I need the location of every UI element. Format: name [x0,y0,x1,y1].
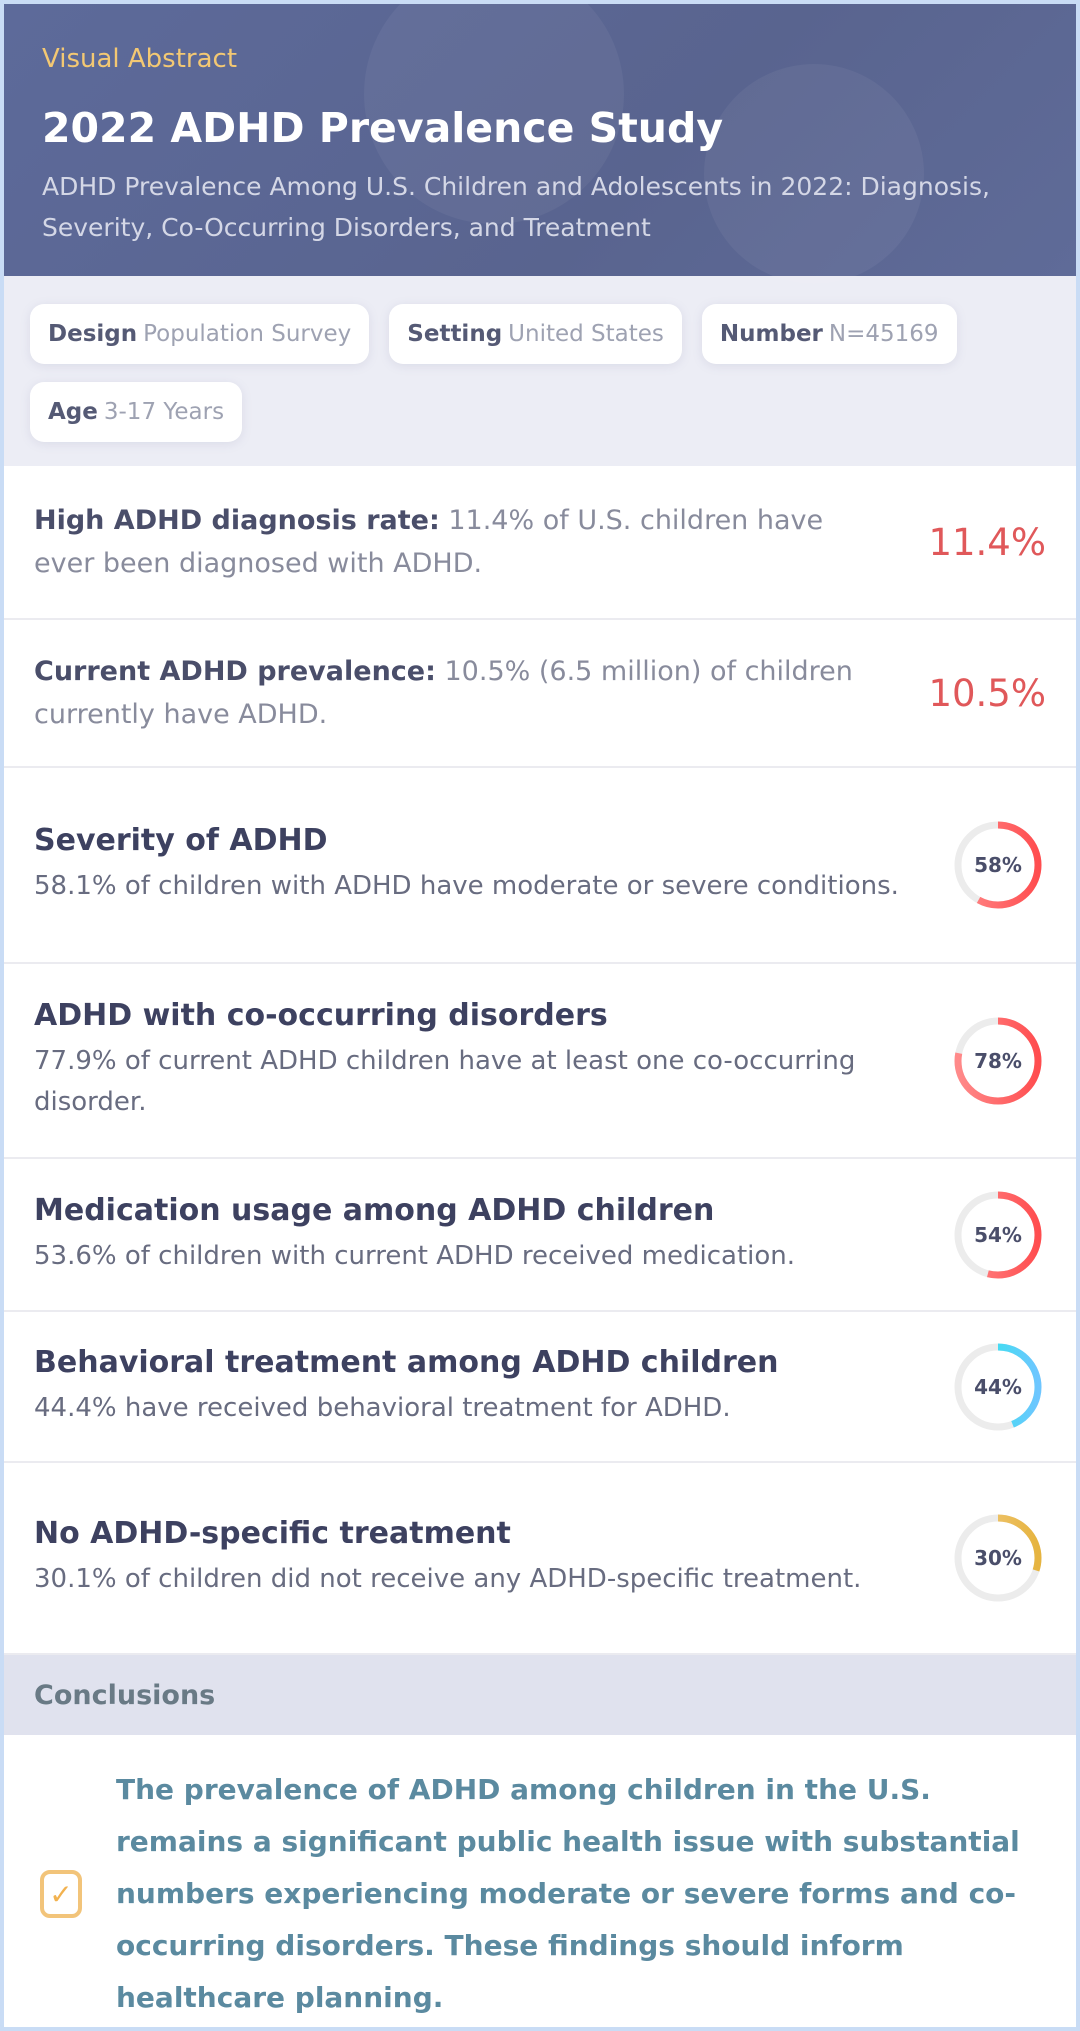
ring-label: 58% [974,853,1022,877]
ring-fill [954,1017,1042,1104]
finding-description: 77.9% of current ADHD children have at l… [34,1046,856,1117]
tag-setting: Setting United States [389,304,682,364]
study-tags: Design Population Survey Setting United St… [4,276,1076,466]
tag-label: Age [48,399,98,425]
ring-fill [954,1343,1042,1430]
stat-label: High ADHD diagnosis rate: [34,505,440,536]
stat-label: Current ADHD prevalence: [34,656,436,687]
finding-description: 58.1% of children with ADHD have moderat… [34,871,899,901]
finding-text: No ADHD-specific treatment 30.1% of chil… [34,1516,950,1600]
tag-label: Design [48,321,138,347]
finding-text: Severity of ADHD 58.1% of children with … [34,823,950,907]
finding-title: Severity of ADHD [34,823,328,858]
check-square-icon: ✓ [40,1870,82,1918]
tag-value: 3-17 Years [103,399,225,425]
finding-text: ADHD with co-occurring disorders 77.9% o… [34,998,950,1123]
tag-value: N=45169 [828,321,939,347]
finding-row: Severity of ADHD 58.1% of children with … [4,768,1076,964]
visual-abstract: Visual Abstract 2022 ADHD Prevalence Stu… [4,4,1076,2027]
finding-description: 44.4% have received behavioral treatment… [34,1392,731,1423]
finding-title: No ADHD-specific treatment [34,1516,511,1551]
stat-value: 11.4% [928,520,1046,564]
page-subtitle: ADHD Prevalence Among U.S. Children and … [42,172,990,242]
ring-label: 44% [974,1374,1022,1399]
kicker: Visual Abstract [42,44,238,74]
stat-row: High ADHD diagnosis rate: 11.4% of U.S. … [4,466,1076,620]
finding-row: ADHD with co-occurring disorders 77.9% o… [4,964,1076,1159]
progress-ring: 58% [950,817,1046,913]
header: Visual Abstract 2022 ADHD Prevalence Stu… [4,4,1076,284]
finding-row: No ADHD-specific treatment 30.1% of chil… [4,1463,1076,1655]
stat-text: Current ADHD prevalence: 10.5% (6.5 mill… [34,650,906,736]
finding-title: Behavioral treatment among ADHD children [34,1344,779,1380]
conclusions-heading: Conclusions [4,1655,1076,1735]
finding-text: Behavioral treatment among ADHD children… [34,1345,950,1429]
progress-ring: 54% [950,1187,1046,1283]
stat-row: Current ADHD prevalence: 10.5% (6.5 mill… [4,620,1076,768]
ring-fill [954,821,1042,909]
tag-number: Number N=45169 [701,304,957,364]
finding-title: ADHD with co-occurring disorders [34,998,608,1033]
page-title: 2022 ADHD Prevalence Study [42,104,724,152]
finding-row: Behavioral treatment among ADHD children… [4,1312,1076,1463]
finding-description: 30.1% of children did not receive any AD… [34,1564,862,1594]
progress-ring: 30% [950,1510,1046,1606]
conclusions-text: The prevalence of ADHD among children in… [116,1773,1020,2014]
stat-description: 10.5% (6.5 million) of children currentl… [34,656,853,730]
stat-value: 10.5% [928,671,1046,715]
ring-label: 54% [974,1222,1022,1247]
ring-fill [954,1191,1042,1278]
progress-ring: 44% [950,1339,1046,1435]
tag-value: United States [508,321,664,347]
tag-design: Design Population Survey [30,304,370,364]
finding-title: Medication usage among ADHD children [34,1192,715,1228]
ring-label: 78% [974,1048,1022,1073]
conclusions-body: ✓ The prevalence of ADHD among children … [4,1735,1076,2027]
finding-row: Medication usage among ADHD children 53.… [4,1159,1076,1312]
ring-label: 30% [974,1546,1022,1570]
tag-label: Setting [407,321,503,347]
tag-value: Population Survey [143,321,352,347]
finding-text: Medication usage among ADHD children 53.… [34,1193,950,1277]
ring-fill [954,1514,1042,1602]
progress-ring: 78% [950,1013,1046,1109]
stat-text: High ADHD diagnosis rate: 11.4% of U.S. … [34,499,906,585]
tag-age: Age 3-17 Years [30,382,243,442]
stat-description: 11.4% of U.S. children have ever been di… [34,505,824,579]
tag-label: Number [719,321,823,347]
finding-description: 53.6% of children with current ADHD rece… [34,1240,796,1271]
